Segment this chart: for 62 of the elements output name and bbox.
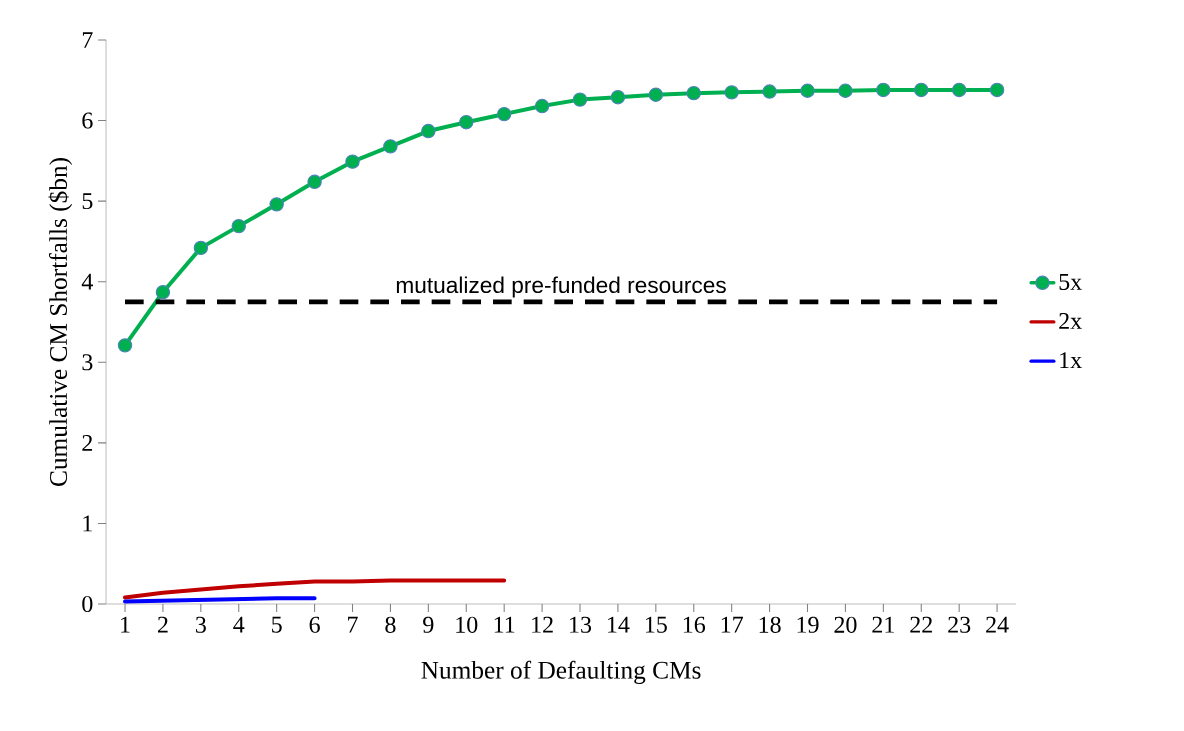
x-tick-label: 22 — [910, 616, 932, 633]
point — [496, 106, 512, 122]
x-tick-label: 20 — [834, 616, 857, 633]
point — [307, 174, 322, 190]
point — [572, 92, 588, 107]
x-tick-label: 14 — [608, 616, 630, 633]
point — [989, 82, 1005, 98]
x-tick-label: 10 — [456, 616, 478, 633]
x-tick-label: 23 — [948, 616, 971, 633]
point — [914, 82, 929, 98]
legend-label: 2x — [1059, 312, 1082, 329]
point — [193, 240, 209, 256]
x-tick-label: 1 — [121, 616, 130, 633]
point — [155, 284, 171, 300]
y-tick-label: 1 — [83, 515, 92, 532]
y-tick-label: 2 — [82, 434, 93, 451]
point — [269, 197, 284, 212]
x-tick-label: 17 — [721, 616, 743, 633]
point — [610, 89, 626, 105]
y-tick-label: 4 — [81, 273, 93, 290]
point — [421, 123, 436, 139]
x-tick-label: 15 — [645, 616, 667, 633]
point — [951, 82, 967, 98]
x-tick-label: 19 — [797, 616, 819, 633]
point — [648, 87, 664, 102]
y-tick-label: 3 — [82, 354, 93, 371]
y-tick-label: 7 — [82, 32, 93, 48]
point — [762, 84, 777, 99]
x-tick-label: 2 — [157, 616, 168, 633]
legend-label: 5x — [1059, 273, 1082, 290]
x-tick-label: 7 — [348, 616, 358, 633]
x-axis-title: Number of Defaulting CMs — [421, 660, 701, 685]
x-tick-label: 24 — [986, 616, 1009, 633]
x-tick-label: 18 — [759, 616, 781, 633]
point — [876, 82, 891, 98]
x-tick-label: 4 — [233, 616, 245, 633]
point — [383, 139, 398, 154]
x-tick-label: 11 — [494, 616, 515, 633]
x-tick-label: 12 — [532, 616, 553, 633]
x-tick-label: 9 — [423, 616, 434, 633]
point — [838, 83, 853, 98]
x-tick-label: 13 — [570, 616, 592, 633]
y-axis-title: Cumulative CM Shortfalls ($bn) — [48, 158, 73, 486]
point — [534, 98, 550, 114]
x-tick-label: 5 — [272, 616, 282, 633]
x-tick-label: 3 — [195, 616, 206, 633]
point — [345, 154, 360, 169]
point — [724, 85, 739, 100]
y-tick-label: 5 — [82, 193, 93, 210]
x-tick-label: 16 — [683, 616, 706, 633]
point — [459, 114, 474, 130]
point — [117, 338, 133, 353]
x-tick-label: 8 — [385, 616, 396, 633]
y-tick-label: 0 — [82, 595, 93, 613]
x-tick-label: 21 — [872, 616, 894, 633]
ref-line-label: mutualized pre-funded resources — [396, 276, 726, 298]
y-tick-label: 6 — [82, 112, 93, 129]
x-tick-label: 6 — [309, 616, 320, 633]
point — [231, 218, 246, 234]
point — [800, 83, 815, 98]
legend-label: 1x — [1060, 352, 1082, 369]
point — [686, 85, 701, 101]
